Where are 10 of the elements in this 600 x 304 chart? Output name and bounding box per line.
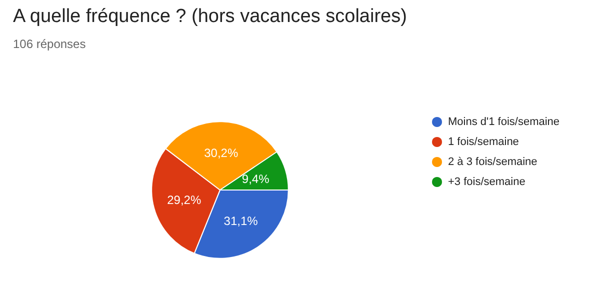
text: 106 réponses — [13, 37, 86, 51]
data-label: 29,2% — [167, 192, 202, 207]
legend-label: 2 à 3 fois/semaine — [448, 156, 538, 168]
data-label: 9,4% — [242, 172, 270, 186]
data-label: 31,1% — [224, 214, 258, 228]
data-label: 30,2% — [204, 146, 238, 160]
legend-label: 1 fois/semaine — [448, 136, 519, 148]
legend-label: +3 fois/semaine — [448, 176, 526, 188]
legend-label: Moins d'1 fois/semaine — [448, 116, 560, 128]
chart-title: A quelle fréquence ? (hors vacances scolaires) — [13, 6, 407, 27]
